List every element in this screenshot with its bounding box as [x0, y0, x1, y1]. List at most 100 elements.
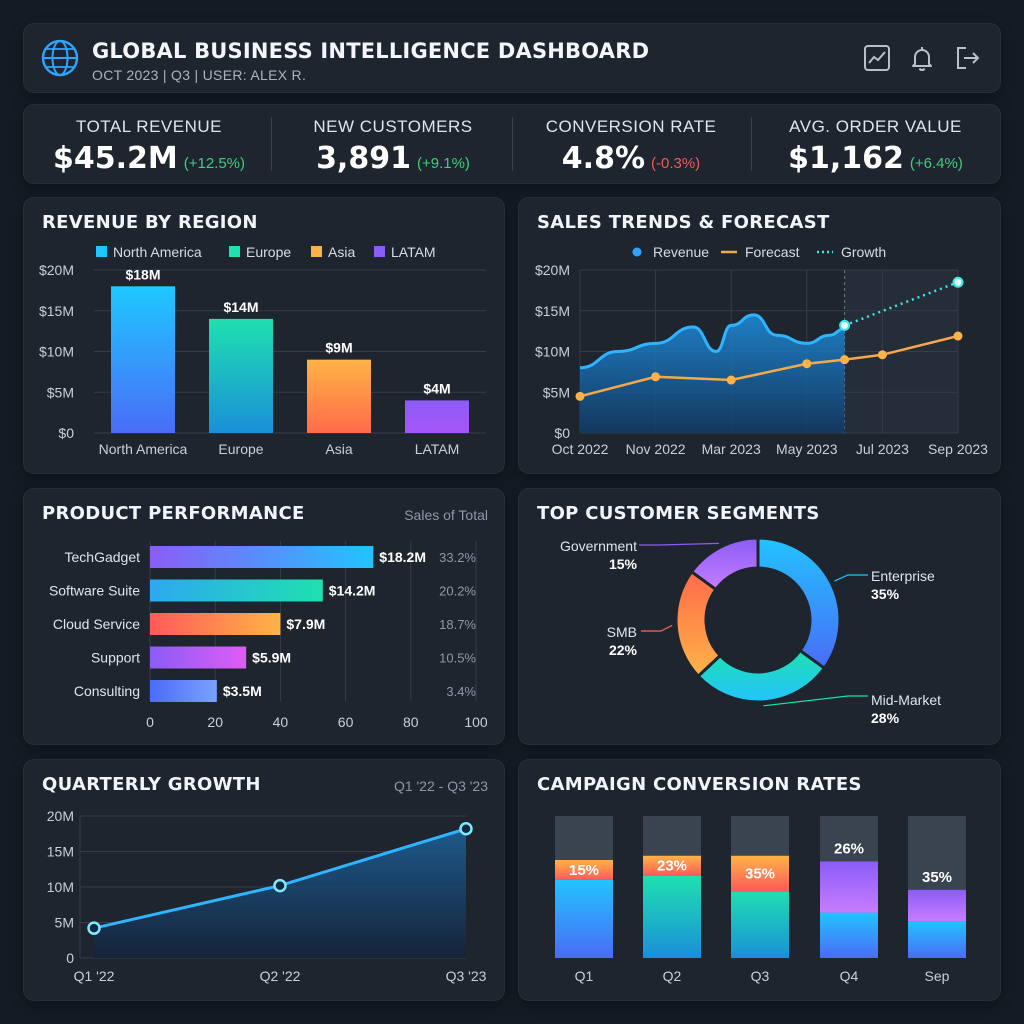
revenue-by-region-chart: $0 $5M $10M $15M $20M North America Europe Asia…: [39, 244, 486, 457]
y-tick-label: $20M: [535, 262, 570, 278]
share-label: 20.2%: [439, 584, 476, 599]
bar-base: [820, 912, 878, 958]
leader-line: [834, 574, 868, 582]
y-tick-label: $15M: [535, 303, 570, 319]
y-tick-label: 10M: [47, 879, 74, 895]
forecast-point: [802, 359, 812, 369]
x-tick-label: Q3: [751, 968, 770, 984]
x-tick-label: May 2023: [776, 441, 838, 457]
y-tick-label: $10M: [39, 344, 74, 360]
quarterly-growth-chart: 0 5M 10M 15M 20M Q1 '22 Q2 '22 Q3 '23: [47, 808, 487, 984]
growth-point: [839, 319, 851, 331]
x-tick-label: Q2: [663, 968, 682, 984]
x-tick-label: 20: [207, 714, 223, 730]
panel-product-performance: PRODUCT PERFORMANCE Sales of Total 0 20 40…: [24, 489, 504, 744]
logout-icon[interactable]: [952, 43, 982, 73]
kpi-value: $1,162: [788, 141, 904, 176]
bar-rate: [731, 855, 789, 892]
category-label: Software Suite: [49, 583, 140, 599]
growth-point: [273, 878, 287, 893]
bar-base: [908, 921, 966, 958]
panel-title: QUARTERLY GROWTH: [42, 774, 261, 795]
product-performance-chart: 0 20 40 60 80 100 TechGadget $18.2M 33.2% Softwar…: [49, 541, 488, 730]
bar-europe: [209, 318, 273, 433]
legend-label: Growth: [841, 244, 886, 260]
x-tick-label: Oct 2022: [552, 441, 609, 457]
share-label: 3.4%: [446, 684, 476, 699]
forecast-point: [840, 355, 850, 365]
x-tick-label: North America: [99, 441, 188, 457]
revenue-line: [579, 313, 845, 370]
kpi-value: 4.8%: [561, 141, 645, 176]
x-tick-label: Mar 2023: [702, 441, 761, 457]
bar-base: [555, 879, 613, 958]
category-label: TechGadget: [65, 549, 141, 565]
panel-title: REVENUE BY REGION: [42, 212, 258, 233]
data-label: $18M: [125, 266, 160, 282]
forecast-point: [651, 372, 661, 382]
data-label: $5.9M: [252, 650, 291, 666]
legend-swatch: [229, 246, 240, 257]
dashboard-subtitle: OCT 2023 | Q3 | USER: ALEX R.: [92, 67, 307, 83]
growth-point: [87, 921, 101, 935]
panel-customer-segments: TOP CUSTOMER SEGMENTS Enterprise 35% Mid-M…: [519, 489, 1000, 744]
bar-software-suite: [150, 579, 323, 602]
panel-quarterly-growth: QUARTERLY GROWTH Q1 '22 - Q3 '23 0 5M 10M 1…: [24, 760, 504, 1000]
leader-line: [763, 695, 868, 707]
x-tick-label: Sep: [925, 968, 950, 984]
bar-north-america: [111, 286, 175, 433]
data-label: 23%: [657, 858, 687, 875]
legend-label: Europe: [246, 244, 291, 260]
kpi-value: 3,891: [316, 141, 411, 176]
leader-line: [639, 542, 719, 546]
kpi-change: (+6.4%): [909, 155, 963, 172]
bell-icon[interactable]: [907, 43, 937, 73]
y-tick-label: 0: [66, 950, 74, 966]
y-tick-label: 5M: [55, 915, 74, 931]
kpi-bar: TOTAL REVENUE $45.2M (+12.5%) NEW CUSTOME…: [24, 105, 1000, 183]
bar-techgadget: [150, 546, 374, 568]
legend-label: Forecast: [745, 244, 800, 260]
segment-label: Mid-Market: [871, 692, 941, 708]
panel-subtitle: Sales of Total: [404, 507, 488, 523]
x-tick-label: Q3 '23: [446, 968, 487, 984]
kpi-label: CONVERSION RATE: [545, 117, 717, 136]
forecast-point: [953, 331, 963, 341]
data-label: $14M: [223, 299, 258, 315]
x-tick-label: Q2 '22: [260, 968, 301, 984]
data-label: 35%: [922, 869, 952, 886]
share-label: 18.7%: [439, 617, 476, 632]
forecast-point: [726, 375, 736, 385]
y-tick-label: 15M: [47, 844, 74, 860]
header-bar: GLOBAL BUSINESS INTELLIGENCE DASHBOARD O…: [24, 24, 1000, 92]
forecast-point: [575, 391, 585, 401]
x-tick-label: 80: [403, 714, 419, 730]
x-tick-label: Q1 '22: [74, 968, 115, 984]
chart-icon[interactable]: [862, 43, 892, 73]
kpi-new-customers: NEW CUSTOMERS 3,891 (+9.1%): [274, 105, 512, 183]
kpi-conversion-rate: CONVERSION RATE 4.8% (-0.3%): [512, 105, 750, 183]
bar-asia: [307, 359, 371, 433]
bar-support: [150, 646, 247, 669]
share-label: 33.2%: [439, 550, 476, 565]
x-tick-label: Europe: [218, 441, 263, 457]
growth-line: [844, 281, 959, 327]
bar-base: [643, 875, 701, 958]
leader-line: [641, 624, 673, 632]
bar-cloud-service: [150, 613, 281, 635]
y-tick-label: $5M: [47, 384, 74, 400]
x-tick-label: Asia: [325, 441, 352, 457]
category-label: Cloud Service: [53, 616, 140, 632]
x-tick-label: Q1: [575, 968, 594, 984]
slice-enterprise: [756, 536, 842, 671]
growth-area: [94, 828, 466, 958]
legend-swatch: [374, 246, 385, 257]
revenue-area: [580, 314, 845, 433]
x-tick-label: 40: [273, 714, 289, 730]
x-tick-label: 100: [464, 714, 488, 730]
kpi-change: (+9.1%): [416, 155, 470, 172]
bar-latam: [405, 400, 469, 433]
legend-label: LATAM: [391, 244, 436, 260]
data-label: $9M: [325, 340, 352, 356]
kpi-avg-order-value: AVG. ORDER VALUE $1,162 (+6.4%): [751, 105, 1000, 183]
